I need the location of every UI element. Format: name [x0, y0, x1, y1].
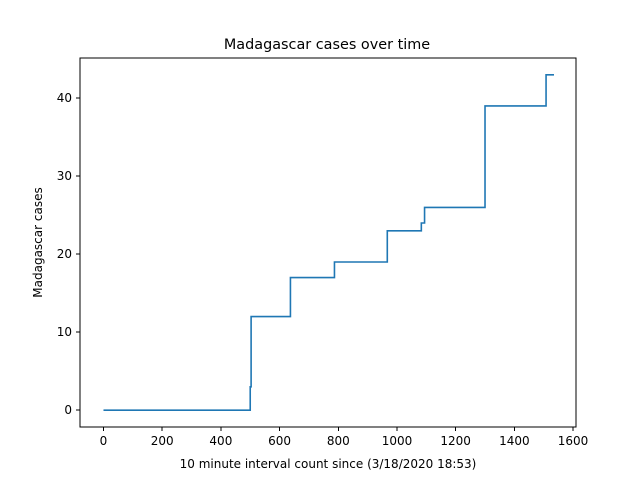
chart-title: Madagascar cases over time [224, 37, 430, 53]
x-tick-label: 1200 [440, 434, 471, 448]
x-tick-label: 600 [268, 434, 291, 448]
x-tick-label: 200 [151, 434, 174, 448]
x-tick-label: 1400 [499, 434, 530, 448]
series-layer [103, 73, 554, 412]
y-axis-label: Madagascar cases [31, 187, 45, 297]
series-line [103, 73, 554, 412]
x-tick-label: 1600 [558, 434, 589, 448]
x-tick-label: 1000 [382, 434, 413, 448]
y-tick-label: 40 [57, 91, 72, 105]
ticks-layer: 0 200 400 600 800 1000 1200 1400 1600 0 10 20 30 40 [57, 91, 589, 448]
x-tick-label: 800 [327, 434, 350, 448]
y-tick-label: 20 [57, 247, 72, 261]
y-tick-label: 10 [57, 325, 72, 339]
x-tick-label: 0 [100, 434, 108, 448]
x-tick-label: 400 [209, 434, 232, 448]
plot-frame [79, 57, 577, 428]
y-tick-label: 30 [57, 169, 72, 183]
y-tick-label: 0 [64, 403, 72, 417]
x-axis-label: 10 minute interval count since (3/18/202… [180, 457, 477, 471]
